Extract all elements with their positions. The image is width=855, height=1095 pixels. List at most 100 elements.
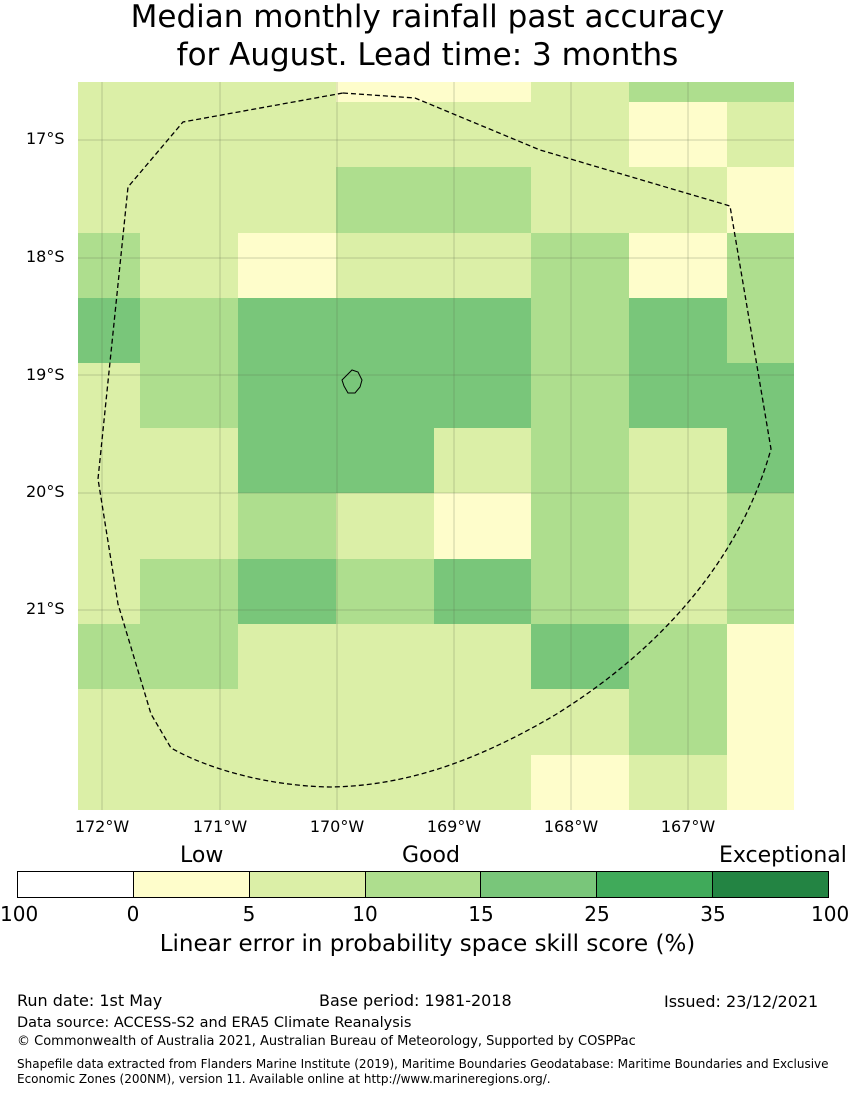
colorbar-tick-7: 100 [811, 902, 850, 926]
colorbar-segment [713, 872, 829, 897]
grid-cell [727, 82, 794, 102]
grid-cell [140, 493, 238, 559]
colorbar-tick-2: 5 [242, 902, 256, 926]
colorbar-label: Linear error in probability space skill … [159, 931, 696, 957]
colorbar-tick-6: 35 [700, 902, 726, 926]
grid-cell [434, 167, 531, 233]
colorbar-segment [249, 872, 366, 897]
colorbar-tick-4: 15 [468, 902, 494, 926]
grid-cell [140, 689, 238, 755]
grid-cell [336, 102, 434, 167]
grid-cell [78, 755, 140, 810]
colorbar-tick-0: 100 [0, 902, 39, 926]
grid-cell [531, 624, 629, 689]
niue-island [341, 369, 363, 394]
grid-cell [140, 102, 238, 167]
grid-cell [629, 363, 727, 428]
grid-cell [336, 233, 434, 298]
grid-cell [531, 755, 629, 810]
grid-cell [238, 428, 336, 493]
colorbar-segment [18, 872, 134, 897]
grid-cell [336, 363, 434, 428]
copyright: © Commonwealth of Australia 2021, Austra… [17, 1034, 636, 1049]
grid-cell [434, 233, 531, 298]
colorbar-segment [133, 872, 250, 897]
grid-cell [238, 755, 336, 810]
grid-cell [434, 298, 531, 363]
grid-cell [727, 755, 794, 810]
grid-cell [727, 233, 794, 298]
eez-boundary [97, 92, 772, 788]
grid-cell [434, 755, 531, 810]
grid-cell [140, 298, 238, 363]
grid-cell [238, 624, 336, 689]
grid-cell [727, 624, 794, 689]
grid-cell [140, 233, 238, 298]
grid-cell [727, 298, 794, 363]
grid-cell [238, 167, 336, 233]
grid-cell [434, 82, 531, 102]
grid-cell [140, 755, 238, 810]
grid-cell [531, 493, 629, 559]
grid-cell [531, 233, 629, 298]
grid-cell [78, 102, 140, 167]
colorbar-segment [481, 872, 598, 897]
grid-cell [238, 233, 336, 298]
grid-cell [629, 493, 727, 559]
grid-cell [238, 493, 336, 559]
grid-cell [727, 363, 794, 428]
grid-cell [531, 363, 629, 428]
grid-cell [531, 298, 629, 363]
grid-cell [140, 82, 238, 102]
grid-cell [629, 298, 727, 363]
lon-tick-170w: 170°W [309, 817, 365, 836]
colorbar-tick-5: 25 [584, 902, 610, 926]
legend-category-low: Low [180, 843, 224, 868]
grid-cell [434, 102, 531, 167]
skill-map [78, 82, 794, 810]
grid-cell [629, 689, 727, 755]
grid-cell [238, 559, 336, 624]
grid-cell [238, 689, 336, 755]
grid-cell [531, 82, 629, 102]
grid-cell [78, 559, 140, 624]
grid-cell [727, 689, 794, 755]
legend-category-exceptional: Exceptional [719, 843, 847, 868]
grid-cell [434, 624, 531, 689]
grid-cell [531, 102, 629, 167]
grid-cell [336, 559, 434, 624]
lat-tick-18s: 18°S [26, 247, 65, 266]
lon-tick-171w: 171°W [192, 817, 248, 836]
grid-cell [140, 428, 238, 493]
colorbar [17, 871, 829, 898]
grid-cell [727, 102, 794, 167]
skill-grid [78, 82, 794, 810]
lon-tick-168w: 168°W [543, 817, 599, 836]
grid-cell [727, 428, 794, 493]
grid-cell [531, 167, 629, 233]
grid-cell [629, 82, 727, 102]
lon-tick-172w: 172°W [74, 817, 130, 836]
chart-title: Median monthly rainfall past accuracy fo… [0, 0, 855, 74]
grid-cell [531, 428, 629, 493]
lon-tick-169w: 169°W [426, 817, 482, 836]
title-line-2: for August. Lead time: 3 months [176, 37, 679, 73]
issued-date: Issued: 23/12/2021 [664, 992, 819, 1011]
lat-tick-21s: 21°S [26, 599, 65, 618]
data-source: Data source: ACCESS-S2 and ERA5 Climate … [17, 1015, 412, 1031]
grid-cell [434, 363, 531, 428]
colorbar-tick-3: 10 [352, 902, 378, 926]
grid-cell [78, 233, 140, 298]
colorbar-segment [365, 872, 482, 897]
grid-cell [140, 624, 238, 689]
grid-cell [336, 689, 434, 755]
grid-cell [238, 82, 336, 102]
lat-tick-17s: 17°S [26, 129, 65, 148]
grid-cell [629, 755, 727, 810]
grid-cell [434, 689, 531, 755]
grid-cell [531, 559, 629, 624]
shapefile-credit: Shapefile data extracted from Flanders M… [17, 1057, 829, 1086]
grid-cell [629, 233, 727, 298]
grid-cell [140, 363, 238, 428]
grid-cell [78, 689, 140, 755]
